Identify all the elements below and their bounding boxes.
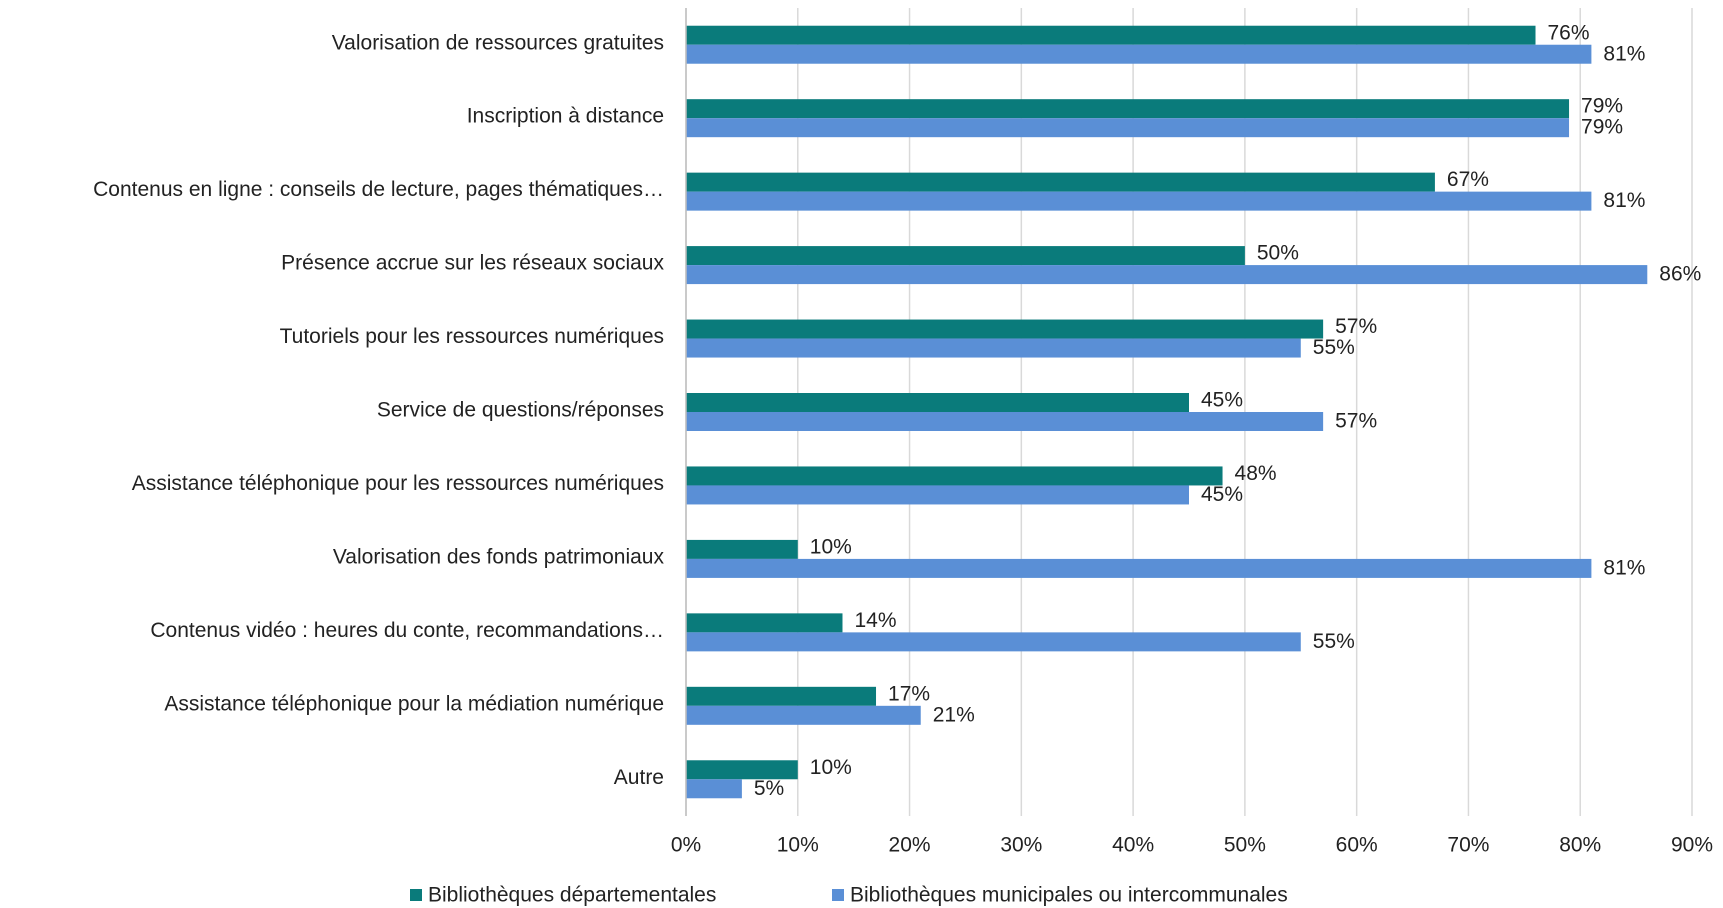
value-label: 10% xyxy=(810,756,852,779)
bar xyxy=(686,466,1223,486)
legend-swatch xyxy=(832,889,844,901)
bar xyxy=(686,686,877,706)
category-label: Contenus vidéo : heures du conte, recomm… xyxy=(150,619,664,642)
legend-label: Bibliothèques départementales xyxy=(428,884,716,907)
category-label: Valorisation des fonds patrimoniaux xyxy=(333,545,665,568)
x-tick-label: 60% xyxy=(1336,834,1378,857)
x-tick-label: 20% xyxy=(889,834,931,857)
value-label: 86% xyxy=(1659,263,1701,286)
value-label: 21% xyxy=(933,703,975,726)
category-label: Assistance téléphonique pour les ressour… xyxy=(132,472,664,495)
value-label: 50% xyxy=(1257,242,1299,265)
value-label: 17% xyxy=(888,682,930,705)
bar xyxy=(686,118,1570,138)
category-label: Autre xyxy=(614,766,664,789)
bar xyxy=(686,44,1592,64)
value-label: 57% xyxy=(1335,410,1377,433)
value-label: 67% xyxy=(1447,168,1489,191)
value-label: 81% xyxy=(1603,42,1645,65)
x-tick-label: 0% xyxy=(671,834,701,857)
value-label: 81% xyxy=(1603,189,1645,212)
bar xyxy=(686,760,798,780)
bar xyxy=(686,25,1536,45)
bar xyxy=(686,412,1324,431)
value-label: 10% xyxy=(810,535,852,558)
value-label: 45% xyxy=(1201,389,1243,412)
bar xyxy=(686,558,1592,578)
bar xyxy=(686,99,1570,119)
bar xyxy=(686,265,1648,285)
bar xyxy=(686,705,921,725)
bar xyxy=(686,539,798,559)
category-label: Service de questions/réponses xyxy=(377,399,664,422)
value-label: 48% xyxy=(1235,462,1277,485)
value-label: 55% xyxy=(1313,630,1355,653)
value-label: 79% xyxy=(1581,95,1623,118)
value-label: 55% xyxy=(1313,336,1355,359)
value-label: 5% xyxy=(754,777,784,800)
bar xyxy=(686,393,1189,412)
bar xyxy=(686,632,1301,652)
value-label: 14% xyxy=(854,609,896,632)
value-label: 81% xyxy=(1603,556,1645,579)
x-tick-label: 30% xyxy=(1000,834,1042,857)
category-label: Valorisation de ressources gratuites xyxy=(332,31,664,54)
value-label: 45% xyxy=(1201,483,1243,506)
category-label: Tutoriels pour les ressources numériques xyxy=(280,325,664,348)
bar xyxy=(686,485,1189,505)
x-tick-label: 40% xyxy=(1112,834,1154,857)
bar xyxy=(686,779,742,799)
legend-swatch xyxy=(410,889,422,901)
legend-label: Bibliothèques municipales ou intercommun… xyxy=(850,884,1288,907)
category-label: Présence accrue sur les réseaux sociaux xyxy=(281,252,664,275)
x-tick-label: 50% xyxy=(1224,834,1266,857)
x-tick-label: 10% xyxy=(777,834,819,857)
value-label: 76% xyxy=(1548,21,1590,44)
bar xyxy=(686,338,1301,358)
bar xyxy=(686,613,843,633)
bar xyxy=(686,172,1435,192)
x-tick-label: 90% xyxy=(1671,834,1713,857)
x-tick-label: 70% xyxy=(1447,834,1489,857)
category-label: Assistance téléphonique pour la médiatio… xyxy=(164,692,664,715)
bar xyxy=(686,246,1245,266)
category-label: Contenus en ligne : conseils de lecture,… xyxy=(93,178,664,201)
bar xyxy=(686,319,1324,339)
category-label: Inscription à distance xyxy=(467,105,664,128)
value-label: 57% xyxy=(1335,315,1377,338)
value-label: 79% xyxy=(1581,116,1623,139)
x-tick-label: 80% xyxy=(1559,834,1601,857)
bar xyxy=(686,191,1592,211)
